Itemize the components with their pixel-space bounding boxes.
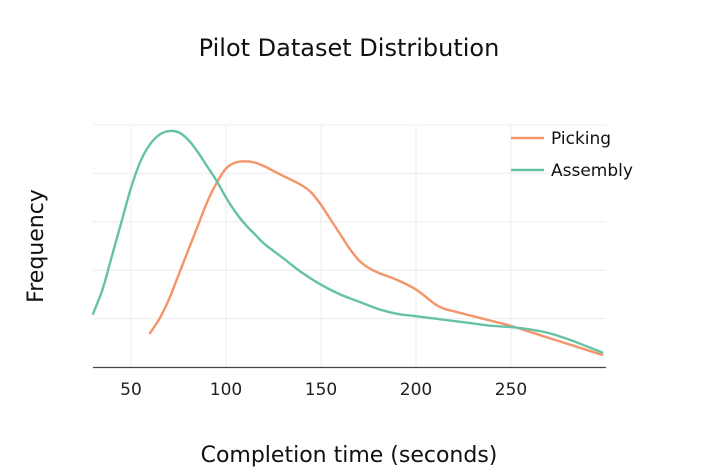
chart-title: Pilot Dataset Distribution: [199, 34, 500, 62]
legend: Picking Assembly: [511, 129, 633, 181]
x-tick-label: 200: [400, 380, 432, 400]
y-axis-title: Frequency: [24, 189, 49, 303]
x-tick-label: 50: [120, 380, 142, 400]
x-tick-labels: 50 100 150 200 250: [120, 380, 527, 400]
series-line-picking: [148, 160, 604, 357]
x-tick-label: 100: [210, 380, 242, 400]
series-line-assembly: [91, 129, 604, 354]
x-tick-label: 150: [305, 380, 337, 400]
legend-label-assembly: Assembly: [551, 161, 633, 181]
x-tick-label: 250: [495, 380, 527, 400]
x-axis-title: Completion time (seconds): [201, 443, 498, 468]
grid: [93, 124, 606, 367]
legend-label-picking: Picking: [551, 129, 611, 149]
series-lines: [91, 129, 604, 357]
